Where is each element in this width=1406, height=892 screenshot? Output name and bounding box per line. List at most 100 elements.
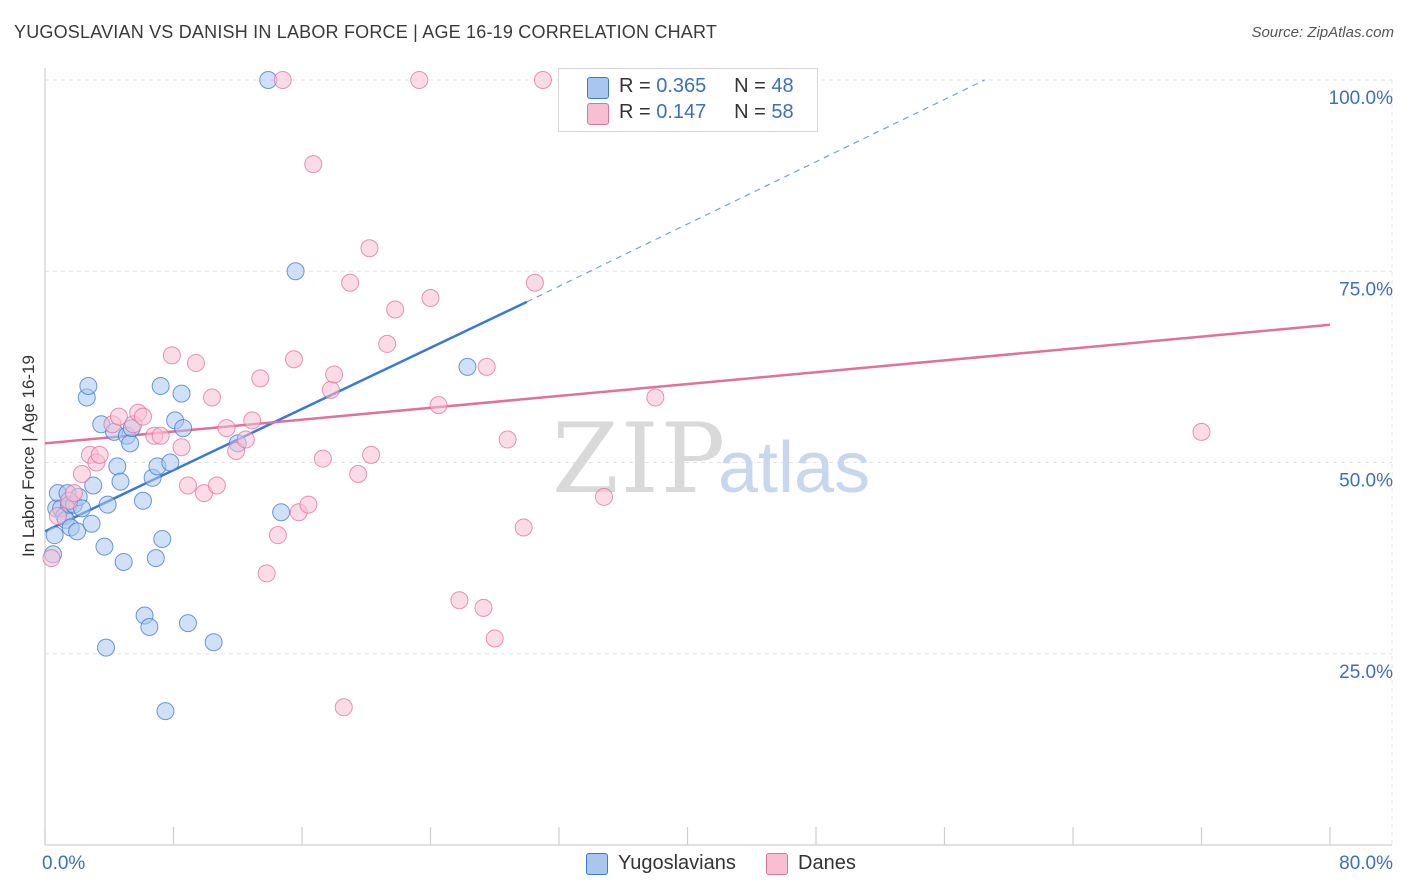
point-yugoslavians <box>151 377 170 395</box>
point-danes <box>72 464 91 483</box>
x-tick-label-min: 0.0% <box>42 853 85 874</box>
point-danes <box>525 273 544 292</box>
point-danes <box>90 445 109 464</box>
point-danes <box>227 442 246 461</box>
point-danes <box>178 476 197 495</box>
point-yugoslavians <box>178 614 197 633</box>
legend-r-value: 0.365 <box>656 75 707 97</box>
y-axis-title: In Labor Force | Age 16-19 <box>19 355 38 557</box>
legend-n-label: N = <box>734 75 766 97</box>
point-danes <box>257 564 276 583</box>
point-danes <box>151 426 170 445</box>
point-danes <box>362 445 381 464</box>
point-yugoslavians <box>133 491 152 510</box>
point-danes <box>299 495 318 514</box>
point-danes <box>410 71 429 89</box>
watermark-atlas: atlas <box>718 428 870 508</box>
point-danes <box>533 71 552 89</box>
bottom-legend-swatch-danes <box>766 853 788 875</box>
y-tick-label: 50.0% <box>1339 471 1393 492</box>
y-tick-label: 25.0% <box>1339 662 1393 683</box>
data-points <box>42 71 1211 721</box>
y-tick-labels: 25.0% 50.0% 75.0% 100.0% <box>1329 88 1394 683</box>
point-yugoslavians <box>161 453 180 472</box>
legend-r-label: R = <box>619 75 651 97</box>
point-danes <box>48 507 67 526</box>
point-danes <box>360 239 379 258</box>
point-danes <box>477 357 496 376</box>
point-danes <box>42 549 61 568</box>
point-yugoslavians <box>97 638 116 657</box>
axes <box>44 68 1392 846</box>
point-danes <box>203 388 222 407</box>
point-yugoslavians <box>82 514 101 533</box>
point-danes <box>162 346 181 365</box>
chart-source: Source: ZipAtlas.com <box>1251 24 1394 41</box>
point-yugoslavians <box>172 384 191 403</box>
point-danes <box>646 388 665 407</box>
point-danes <box>325 365 344 384</box>
bottom-legend-swatch-yugoslavians <box>586 853 608 875</box>
point-danes <box>421 289 440 308</box>
point-danes <box>109 407 128 426</box>
point-danes <box>217 419 236 438</box>
point-danes <box>133 407 152 426</box>
point-danes <box>378 334 397 353</box>
point-yugoslavians <box>111 472 130 491</box>
point-yugoslavians <box>174 419 193 438</box>
point-danes <box>304 155 323 174</box>
x-tick-label-max: 80.0% <box>1339 853 1393 874</box>
point-danes <box>514 518 533 537</box>
point-yugoslavians <box>204 633 223 652</box>
y-tick-label: 100.0% <box>1329 88 1394 109</box>
point-danes <box>1192 422 1211 441</box>
legend-swatch-yugoslavians <box>587 77 609 99</box>
point-danes <box>594 487 613 506</box>
correlation-legend: R = 0.365 N = 48 R = 0.147 N = 58 <box>558 68 818 132</box>
point-danes <box>251 369 270 388</box>
legend-r-label: R = <box>619 101 651 123</box>
point-danes <box>207 476 226 495</box>
point-danes <box>186 354 205 373</box>
point-danes <box>498 430 517 449</box>
point-danes <box>386 300 405 319</box>
point-danes <box>334 698 353 717</box>
bottom-legend-label-danes: Danes <box>798 852 856 874</box>
point-danes <box>349 464 368 483</box>
point-yugoslavians <box>286 262 305 281</box>
legend-n-value: 48 <box>771 75 794 97</box>
point-yugoslavians <box>108 457 127 476</box>
point-danes <box>429 396 448 415</box>
legend-n-label: N = <box>734 101 766 123</box>
point-yugoslavians <box>156 702 175 721</box>
point-danes <box>273 71 292 89</box>
point-danes <box>321 380 340 399</box>
point-yugoslavians <box>79 377 98 395</box>
point-yugoslavians <box>458 357 477 376</box>
point-yugoslavians <box>68 522 87 541</box>
point-yugoslavians <box>45 526 64 545</box>
point-yugoslavians <box>153 530 172 548</box>
point-yugoslavians <box>121 434 140 453</box>
point-danes <box>450 591 469 610</box>
point-danes <box>64 484 83 503</box>
point-danes <box>236 430 255 449</box>
point-yugoslavians <box>98 495 117 514</box>
legend-swatch-danes <box>587 103 609 125</box>
chart-title: YUGOSLAVIAN VS DANISH IN LABOR FORCE | A… <box>14 22 718 42</box>
point-yugoslavians <box>146 549 165 568</box>
bottom-legend-label-yugoslavians: Yugoslavians <box>618 852 736 874</box>
point-danes <box>313 449 332 468</box>
legend-n-value: 58 <box>771 101 794 123</box>
legend-r-value: 0.147 <box>656 101 707 123</box>
point-yugoslavians <box>272 503 291 522</box>
point-danes <box>474 598 493 617</box>
point-danes <box>485 629 504 648</box>
watermark-zip: ZIP <box>552 403 727 515</box>
trendline-yugoslavians <box>44 300 528 533</box>
watermark: ZIP atlas <box>552 403 870 515</box>
point-danes <box>341 273 360 292</box>
point-danes <box>172 438 191 457</box>
point-yugoslavians <box>84 476 103 495</box>
